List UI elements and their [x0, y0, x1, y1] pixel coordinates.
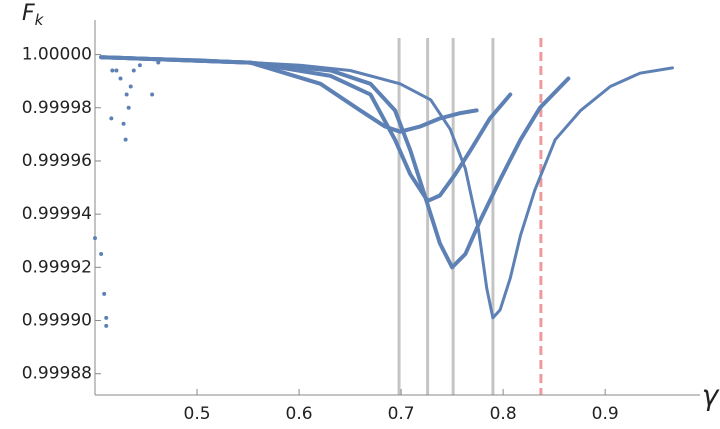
data-point [150, 92, 155, 97]
y-label-main: F [22, 1, 35, 26]
data-point [109, 116, 114, 121]
y-tick-label: 0.99992 [22, 257, 92, 277]
y-tick-label: 0.99990 [22, 311, 92, 331]
data-point [104, 323, 109, 328]
data-point [104, 315, 109, 320]
data-point [114, 68, 119, 73]
y-tick-label: 0.99998 [22, 98, 92, 118]
y-tick-label: 0.99994 [22, 204, 92, 224]
y-label-sub: k [35, 11, 45, 29]
data-point [123, 137, 128, 142]
data-curve [99, 55, 513, 203]
data-point [102, 291, 107, 296]
x-tick-label: 0.8 [490, 404, 517, 424]
data-point [110, 68, 115, 73]
x-tick-label: 0.9 [592, 404, 619, 424]
x-tick-label: 0.6 [286, 404, 313, 424]
x-tick-label: 0.5 [184, 404, 211, 424]
data-curve [99, 55, 479, 134]
data-point [137, 63, 142, 68]
y-tick-label: 0.99996 [22, 151, 92, 171]
data-curve [99, 55, 571, 270]
data-curve [99, 55, 674, 320]
data-point [131, 68, 136, 73]
data-point [93, 236, 97, 241]
x-axis-label: γ [702, 379, 720, 412]
data-point [99, 252, 104, 257]
y-axis-label: Fk [22, 1, 45, 29]
data-point [124, 92, 129, 97]
y-tick-label: 1.00000 [22, 45, 92, 65]
data-point [128, 84, 133, 89]
x-tick-label: 0.7 [388, 404, 415, 424]
data-point [156, 60, 161, 65]
y-tick-label: 0.99988 [22, 364, 92, 384]
data-point [118, 76, 123, 81]
data-point [121, 121, 126, 126]
data-point [126, 105, 131, 110]
